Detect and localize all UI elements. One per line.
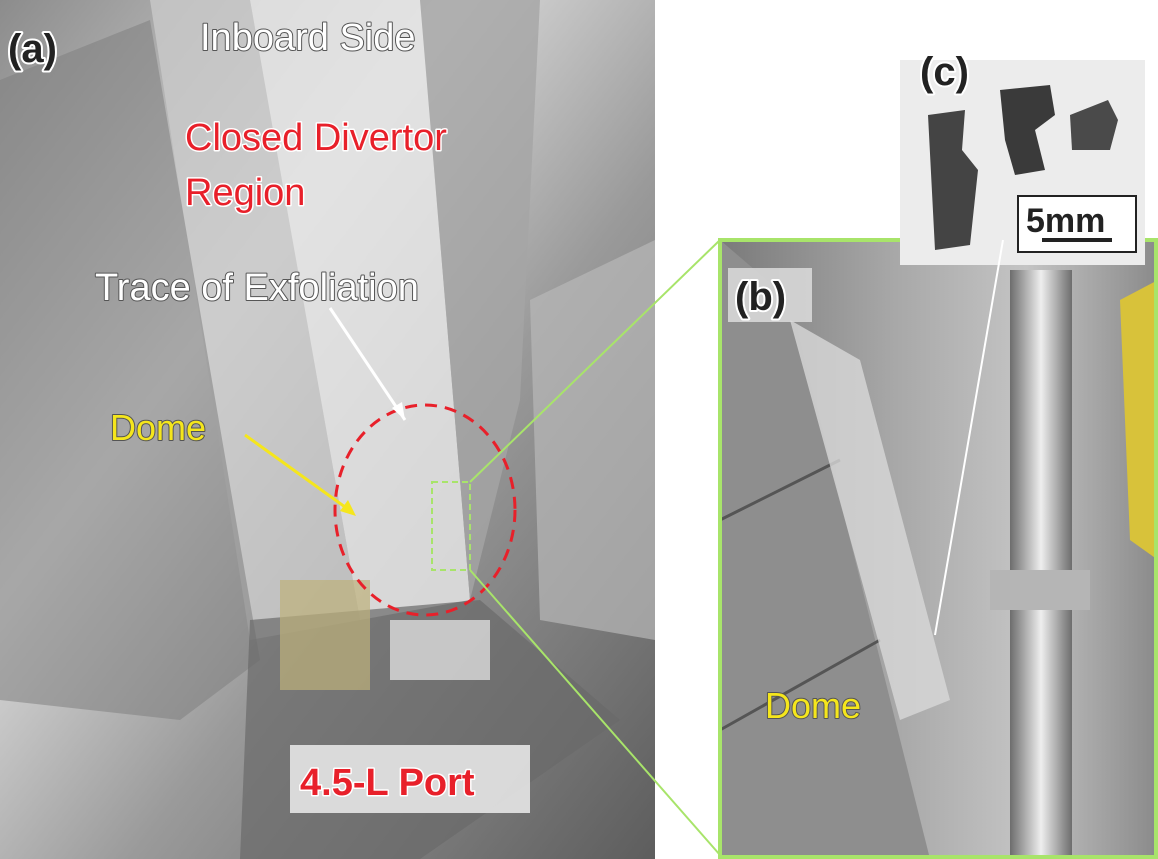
tile-gap [719,458,841,522]
flake [1070,100,1118,150]
plate [390,620,490,680]
panel-label: (a) [8,27,57,71]
port-box [290,745,530,813]
arrow-head [340,500,356,516]
side-wall [0,20,260,720]
tile-column [420,0,540,600]
flakes [790,320,950,720]
label-box [728,268,812,322]
panel-c: (c) 5mm [900,48,1145,636]
panel-b: (b) Dome [718,238,1158,859]
zoom-line [469,569,721,856]
panel-label: (c) [920,50,969,94]
zoom-box [431,481,471,571]
scale-label: 5mm [1026,202,1105,240]
tile-gap [719,638,881,732]
annotation: Inboard Side [200,17,416,59]
tape [1120,280,1158,560]
annotation: Region [185,172,305,214]
plate [280,580,370,690]
arrow-head [392,402,405,420]
panel-label: (b) [735,275,786,319]
zoom-line [469,239,721,483]
pointer-line [934,239,1004,636]
annotation: Closed Divertor [185,117,447,159]
dome-arrow [244,433,353,514]
scale-box [1017,195,1137,253]
annotation: Dome [110,407,206,448]
side-wall [530,240,655,640]
pipe [1010,270,1072,859]
annotation: 4.5-L Port [300,762,475,804]
flake [1000,85,1055,175]
trace-arrow [328,307,407,421]
flake [928,110,978,250]
clamp [990,570,1090,610]
dome-tiles [720,240,930,859]
annotation: Trace of Exfoliation [95,267,419,309]
tile-column [250,0,470,620]
exfoliation-circle [333,403,517,617]
panel-a: (a) Inboard Side Closed Divertor Region … [0,0,721,859]
annotation: Dome [765,685,861,726]
